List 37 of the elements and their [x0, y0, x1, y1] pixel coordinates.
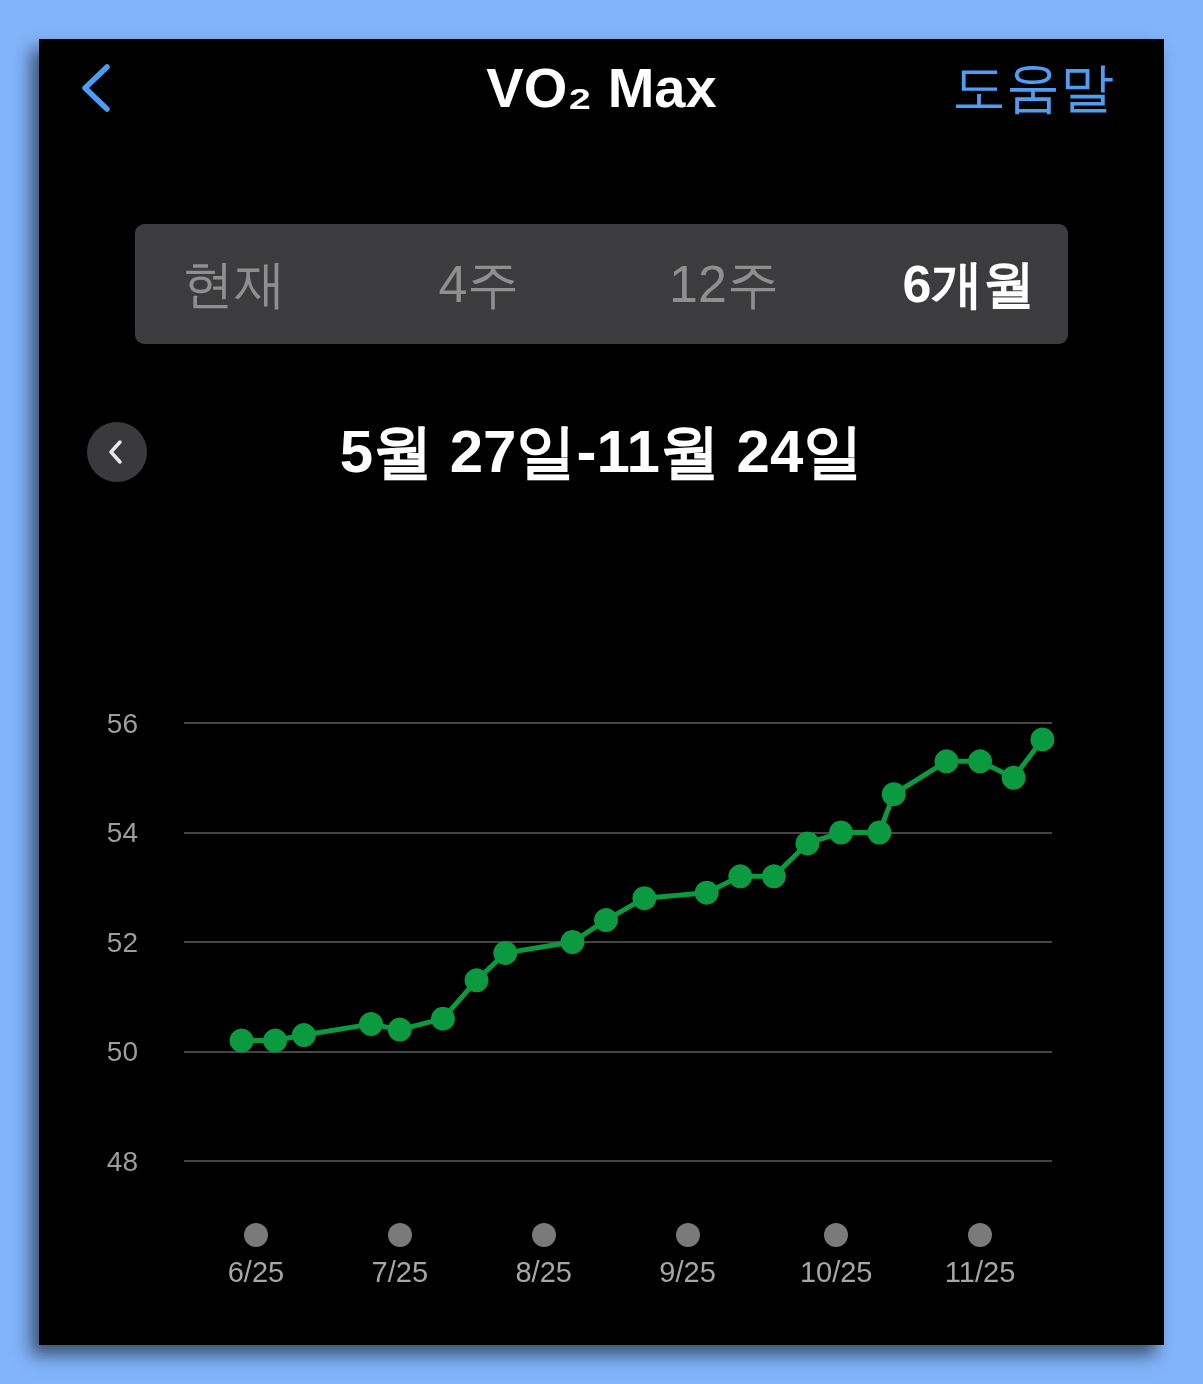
x-tick-label: 11/25 — [944, 1255, 1016, 1288]
point — [387, 1017, 412, 1042]
point — [1001, 765, 1026, 790]
point — [359, 1012, 384, 1037]
x-tick-label: 9/25 — [659, 1255, 716, 1288]
x-tick-label: 10/25 — [799, 1255, 873, 1288]
point — [1030, 727, 1055, 752]
point — [867, 820, 892, 845]
y-tick-label: 52 — [106, 926, 138, 958]
point — [968, 749, 993, 774]
segmented-control: 현재 4주 12주 6개월 — [135, 224, 1068, 344]
point — [594, 908, 619, 933]
point — [430, 1006, 455, 1031]
x-tick-label: 7/25 — [371, 1255, 429, 1288]
point — [829, 820, 853, 845]
point — [694, 880, 719, 905]
y-tick-label: 54 — [106, 817, 138, 848]
point — [795, 831, 820, 856]
x-tick-label: 8/25 — [515, 1255, 572, 1288]
point — [291, 1023, 316, 1048]
point — [728, 864, 753, 889]
point — [761, 864, 786, 889]
point — [493, 940, 518, 965]
chart-title: VO₂ Max — [485, 55, 718, 121]
point — [229, 1028, 254, 1053]
point — [263, 1028, 288, 1053]
point — [881, 782, 906, 807]
point — [934, 749, 959, 774]
y-tick-label: 56 — [106, 707, 138, 739]
y-tick-label: 50 — [106, 1036, 138, 1067]
x-tick-label: 6/25 — [227, 1255, 285, 1288]
point — [632, 886, 657, 911]
point — [464, 968, 489, 993]
text: 도움말 — [952, 56, 1114, 119]
y-tick-label: 48 — [106, 1145, 138, 1177]
chart-subtitle: 5월 27일-11월 24일 — [338, 417, 865, 487]
point — [560, 930, 585, 954]
